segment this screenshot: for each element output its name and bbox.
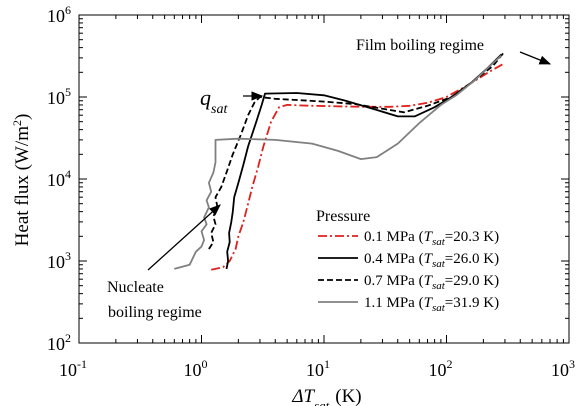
y-tick-label: 106: [47, 3, 71, 26]
x-tick-label: 102: [429, 357, 453, 380]
legend-label: 0.4 MPa (Tsat=26.0 K): [364, 251, 499, 270]
legend-label: 0.7 MPa (Tsat=29.0 K): [364, 273, 499, 292]
legend-title: Pressure: [316, 208, 370, 225]
nucleate-label-line2: boiling regime: [108, 304, 202, 321]
series-line-2: [225, 53, 502, 270]
nucleate-arrow: [147, 204, 221, 271]
x-axis-ticks: 10-1 100 101 102 103: [59, 15, 575, 380]
y-tick-label: 102: [47, 331, 71, 354]
film-boiling-arrow: [519, 51, 552, 65]
legend-label: 0.1 MPa (Tsat=20.3 K): [364, 229, 499, 248]
y-tick-label: 103: [47, 249, 71, 272]
series-layer: [174, 52, 506, 271]
y-axis-label: Heat flux (W/m2): [10, 114, 33, 247]
series-line-4: [174, 54, 502, 270]
nucleate-label-line1: Nucleate: [107, 279, 164, 296]
legend-label: 1.1 MPa (Tsat=31.9 K): [364, 295, 499, 314]
y-axis-ticks: 102 103 104 105 106: [47, 3, 569, 354]
x-tick-label: 10-1: [59, 357, 87, 380]
qsat-label: qsat: [200, 85, 228, 117]
series-line-1: [211, 62, 506, 271]
x-tick-label: 103: [551, 357, 575, 380]
y-tick-label: 104: [47, 167, 71, 190]
legend: Pressure 0.1 MPa (Tsat=20.3 K) 0.4 MPa (T…: [316, 208, 499, 314]
x-tick-label: 101: [306, 357, 330, 380]
x-axis-label: ΔTsat (K): [291, 386, 361, 406]
x-tick-label: 100: [184, 357, 208, 380]
series-line-3: [208, 52, 504, 250]
film-boiling-label: Film boiling regime: [356, 37, 484, 54]
y-tick-label: 105: [47, 85, 71, 108]
